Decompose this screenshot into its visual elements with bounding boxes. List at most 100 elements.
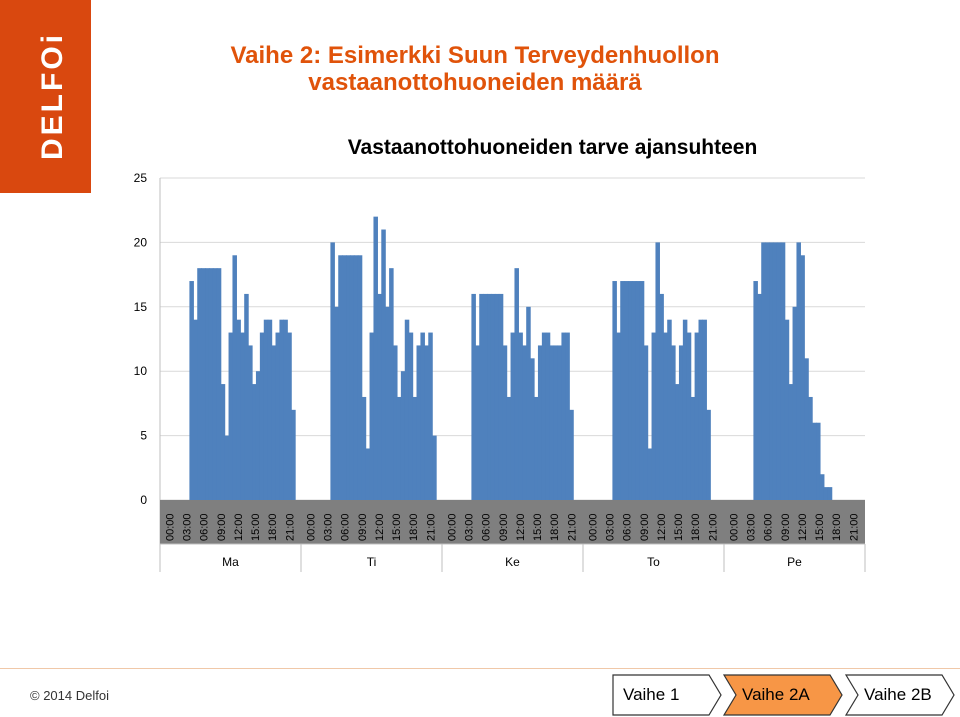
- bar: [526, 306, 531, 500]
- bar: [628, 281, 633, 500]
- x-tick-label: 00:00: [447, 513, 459, 541]
- day-label: Ke: [505, 555, 520, 569]
- step-chevron: [844, 674, 955, 716]
- bar: [651, 332, 657, 500]
- bar: [761, 242, 766, 500]
- x-tick-label: 03:00: [746, 513, 758, 541]
- bar: [655, 242, 660, 500]
- bar: [702, 319, 707, 500]
- bar: [502, 345, 508, 500]
- x-tick-label: 09:00: [780, 513, 792, 541]
- bar: [385, 306, 390, 500]
- bar: [812, 422, 817, 500]
- x-tick-label: 06:00: [763, 513, 775, 541]
- step-3[interactable]: Vaihe 2B: [844, 674, 955, 716]
- bar: [365, 448, 371, 500]
- bar: [291, 409, 296, 500]
- y-tick-label: 0: [140, 493, 147, 507]
- x-tick-label: 18:00: [408, 513, 420, 541]
- bar: [506, 396, 512, 500]
- bar: [753, 281, 758, 500]
- bar: [424, 345, 429, 500]
- time-axis-band: [160, 500, 865, 544]
- delfoi-logo: DELFOi: [0, 0, 91, 193]
- bar: [346, 255, 351, 500]
- bar: [510, 332, 516, 500]
- bar: [671, 345, 676, 500]
- bar: [349, 255, 355, 500]
- day-label: Ma: [222, 555, 239, 569]
- y-tick-label: 25: [134, 171, 148, 185]
- x-tick-label: 12:00: [233, 513, 245, 541]
- bar: [400, 371, 406, 500]
- y-tick-label: 5: [140, 429, 147, 443]
- bar: [620, 281, 625, 500]
- bar: [483, 293, 488, 500]
- bar: [248, 345, 253, 500]
- bar: [287, 332, 292, 500]
- x-tick-label: 18:00: [267, 513, 279, 541]
- bar: [553, 345, 559, 500]
- slide-title: Vaihe 2: Esimerkki Suun Terveydenhuollon…: [150, 42, 800, 96]
- bar: [240, 332, 245, 500]
- x-tick-label: 03:00: [182, 513, 194, 541]
- bar: [420, 332, 425, 500]
- x-tick-label: 03:00: [464, 513, 476, 541]
- x-tick-label: 03:00: [323, 513, 335, 541]
- bar: [678, 345, 684, 500]
- footer-divider: [0, 668, 960, 669]
- y-tick-label: 15: [134, 300, 148, 314]
- bar: [471, 293, 476, 500]
- bar: [784, 319, 790, 500]
- x-tick-label: 00:00: [165, 513, 177, 541]
- copyright: © 2014 Delfoi: [30, 688, 109, 703]
- bar: [201, 268, 206, 500]
- bar: [698, 319, 704, 500]
- bar: [631, 281, 637, 500]
- bar: [369, 332, 375, 500]
- y-tick-label: 20: [134, 235, 148, 249]
- bar: [338, 255, 343, 500]
- step-2[interactable]: Vaihe 2A: [722, 674, 843, 716]
- bar: [212, 268, 218, 500]
- bar: [819, 474, 825, 500]
- bar: [193, 319, 198, 500]
- x-tick-label: 12:00: [515, 513, 527, 541]
- bar: [549, 345, 555, 500]
- bar: [494, 293, 500, 500]
- bar: [490, 293, 496, 500]
- bar: [518, 332, 523, 500]
- bar: [330, 242, 335, 500]
- bar: [205, 268, 210, 500]
- bar: [647, 448, 653, 500]
- bar: [780, 242, 786, 500]
- bar: [537, 345, 543, 500]
- bar: [757, 293, 762, 500]
- x-tick-label: 15:00: [532, 513, 544, 541]
- bar: [228, 332, 234, 500]
- x-tick-label: 06:00: [199, 513, 211, 541]
- x-tick-label: 18:00: [831, 513, 843, 541]
- step-1[interactable]: Vaihe 1: [612, 674, 722, 716]
- bar: [279, 319, 284, 500]
- bar: [534, 396, 539, 500]
- bar: [796, 242, 801, 500]
- x-tick-label: 09:00: [498, 513, 510, 541]
- bar: [271, 345, 277, 500]
- bar: [706, 409, 711, 500]
- bar: [667, 319, 672, 500]
- x-tick-label: 09:00: [639, 513, 651, 541]
- bar: [827, 487, 833, 500]
- bar: [776, 242, 782, 500]
- x-tick-label: 12:00: [656, 513, 668, 541]
- chart-title: Vastaanottohuoneiden tarve ajansuhteen: [348, 136, 758, 159]
- step-label: Vaihe 2A: [742, 685, 810, 704]
- bar: [769, 242, 774, 500]
- bar: [624, 281, 629, 500]
- bar: [561, 332, 566, 500]
- bar: [541, 332, 547, 500]
- bar: [252, 384, 257, 500]
- bar: [800, 255, 805, 500]
- x-tick-label: 03:00: [605, 513, 617, 541]
